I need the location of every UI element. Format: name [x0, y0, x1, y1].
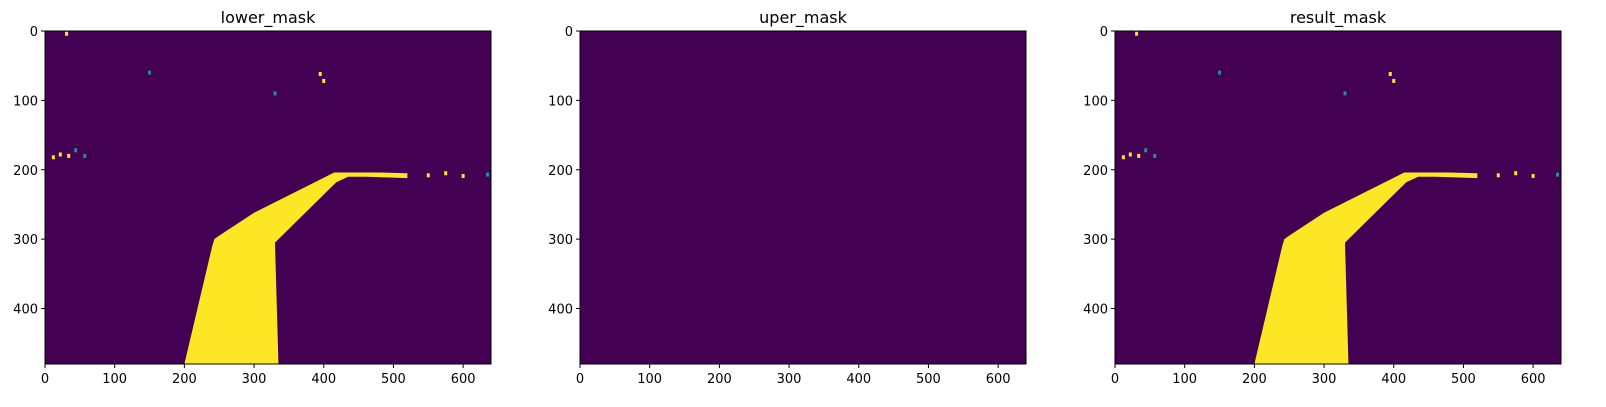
mask-speck: [67, 154, 70, 158]
subplot-result_mask: result_mask 0 100 200 300 400 500 600 0 100 200 300…: [1083, 8, 1561, 387]
x-tick-label: 300: [777, 372, 802, 387]
mask-speck: [1144, 148, 1147, 152]
subplot-uper_mask: uper_mask 0 100 200 300 400 500 600 0 100 200 300 40…: [548, 8, 1026, 387]
y-tick-label: 100: [548, 94, 573, 109]
x-tick-label: 400: [1381, 372, 1406, 387]
mask-speck: [1129, 152, 1132, 156]
y-tick-label: 300: [1083, 233, 1108, 248]
mask-speck: [52, 155, 55, 159]
mask-speck: [1122, 155, 1125, 159]
y-tick-label: 100: [1083, 94, 1108, 109]
y-tick-label: 300: [13, 233, 38, 248]
mask-speck: [59, 152, 62, 156]
x-tick-label: 0: [1111, 372, 1119, 387]
y-tick-label: 400: [1083, 303, 1108, 318]
plot-title: result_mask: [1290, 8, 1387, 28]
mask-speck: [1532, 174, 1535, 178]
x-tick-label: 600: [1521, 372, 1546, 387]
mask-speck: [444, 171, 447, 175]
mask-speck: [65, 32, 68, 36]
mask-speck: [83, 154, 86, 158]
x-tick-label: 100: [637, 372, 662, 387]
mask-speck: [1137, 154, 1140, 158]
mask-speck: [1556, 173, 1559, 177]
y-tick-label: 200: [548, 164, 573, 179]
mask-speck: [1153, 154, 1156, 158]
x-tick-label: 500: [381, 372, 406, 387]
x-tick-label: 400: [311, 372, 336, 387]
x-tick-label: 200: [1242, 372, 1267, 387]
mask-speck: [462, 174, 465, 178]
x-tick-label: 100: [102, 372, 127, 387]
y-tick-label: 200: [13, 164, 38, 179]
y-tick-label: 200: [1083, 164, 1108, 179]
x-tick-label: 500: [1451, 372, 1476, 387]
x-tick-label: 300: [1312, 372, 1337, 387]
plot-title: uper_mask: [759, 8, 847, 28]
x-tick-label: 600: [451, 372, 476, 387]
x-tick-label: 600: [986, 372, 1011, 387]
x-tick-label: 500: [916, 372, 941, 387]
mask-speck: [148, 71, 151, 75]
mask-speck: [1514, 171, 1517, 175]
plot-title: lower_mask: [221, 8, 316, 28]
mask-speck: [319, 72, 322, 76]
mask-speck: [1135, 32, 1138, 36]
mask-speck: [1392, 79, 1395, 83]
mask-speck: [1343, 91, 1346, 95]
mask-speck: [273, 91, 276, 95]
x-tick-label: 0: [576, 372, 584, 387]
y-tick-label: 300: [548, 233, 573, 248]
y-tick-label: 400: [548, 303, 573, 318]
mask-speck: [1218, 71, 1221, 75]
x-tick-label: 0: [41, 372, 49, 387]
x-tick-label: 300: [242, 372, 267, 387]
y-tick-label: 0: [1100, 25, 1108, 40]
subplot-lower_mask: lower_mask 0 100 200 300 400 500 600 0 100 200 300 4…: [13, 8, 491, 387]
y-tick-label: 400: [13, 303, 38, 318]
y-tick-label: 0: [30, 25, 38, 40]
x-tick-label: 100: [1172, 372, 1197, 387]
mask-speck: [1389, 72, 1392, 76]
mask-speck: [486, 173, 489, 177]
mask-speck: [74, 148, 77, 152]
mask-speck: [427, 173, 430, 177]
mask-speck: [322, 79, 325, 83]
y-tick-label: 0: [565, 25, 573, 40]
mask-speck: [1497, 173, 1500, 177]
y-tick-label: 100: [13, 94, 38, 109]
mask-image: [580, 31, 1026, 364]
x-tick-label: 400: [846, 372, 871, 387]
x-tick-label: 200: [707, 372, 732, 387]
x-tick-label: 200: [172, 372, 197, 387]
